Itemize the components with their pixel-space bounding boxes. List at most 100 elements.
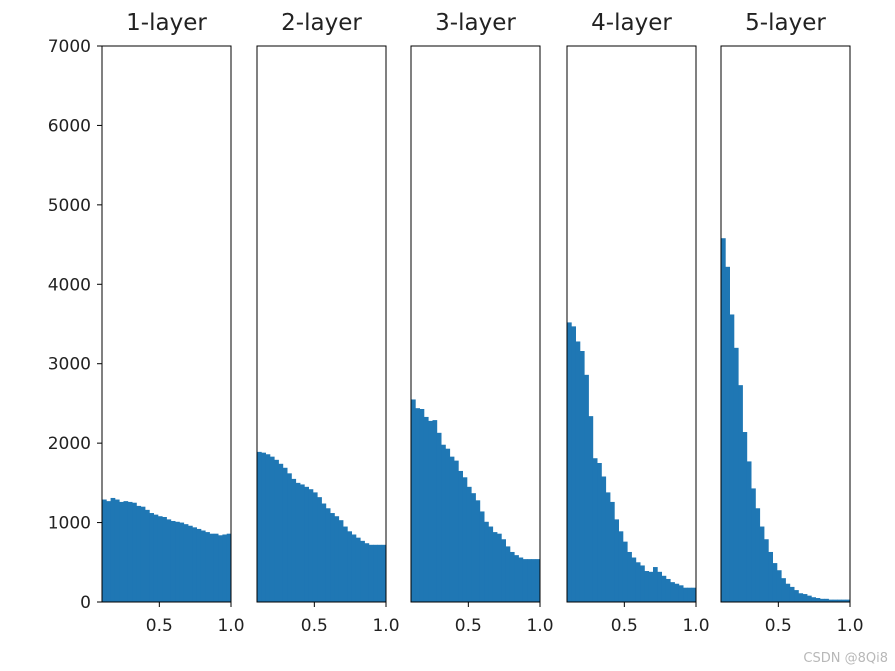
histogram-bar — [522, 559, 528, 602]
histogram-bar — [287, 473, 292, 602]
histogram-bar — [192, 527, 197, 602]
histogram-bar — [764, 539, 769, 602]
histogram-bar — [145, 509, 150, 602]
histogram-bar — [218, 535, 223, 602]
histogram-bar — [618, 531, 624, 602]
x-tick-label: 1.0 — [217, 616, 244, 636]
histogram-bar — [304, 486, 309, 602]
histogram-bar — [119, 501, 124, 602]
histogram-bar — [183, 524, 189, 602]
histogram-bar — [815, 598, 821, 602]
histogram-bar — [497, 533, 502, 602]
histogram-bar — [114, 499, 120, 602]
histogram-bar — [149, 513, 154, 602]
axes-frame — [101, 45, 232, 603]
subplot-title: 3-layer — [435, 10, 516, 36]
subplot-panels: 1-layer 0.5 1.0 0 1000 2000 3000 4000 5000 6000 70… — [48, 10, 864, 636]
axes-frame — [256, 45, 387, 603]
histogram-bar — [317, 497, 322, 602]
histogram-bar — [166, 519, 172, 602]
histogram-bar — [132, 502, 137, 602]
x-tick-label: 1.0 — [372, 616, 399, 636]
axes-frame — [566, 45, 697, 603]
histogram-bar — [157, 516, 163, 602]
histogram-bar — [653, 567, 658, 602]
histogram-bar — [571, 326, 576, 602]
histogram-bar — [213, 533, 219, 602]
y-tick-label: 4000 — [48, 275, 91, 295]
histogram-bar — [819, 598, 825, 602]
histogram-bar — [644, 571, 650, 602]
y-tick-label: 5000 — [48, 196, 91, 216]
y-tick-label: 6000 — [48, 116, 91, 136]
histogram-bar — [527, 559, 532, 602]
histogram-bar — [312, 492, 318, 602]
histogram-bar — [631, 557, 637, 602]
histogram-bar — [674, 583, 680, 602]
histogram-bar — [360, 540, 365, 602]
histogram-bar — [196, 528, 202, 602]
histogram-bar — [807, 595, 812, 602]
histogram-bar — [605, 492, 611, 602]
histogram-bar — [772, 563, 778, 602]
histogram-bar — [614, 519, 619, 602]
histogram-bar — [466, 486, 472, 602]
histogram-bar — [746, 461, 752, 602]
histogram-bar — [691, 587, 697, 602]
histogram-bar — [436, 432, 442, 602]
histogram-bar — [351, 534, 357, 602]
histogram-bar — [828, 599, 834, 602]
histogram-bar — [729, 314, 735, 602]
histogram-bar — [518, 557, 524, 602]
histogram-bar — [738, 385, 743, 602]
x-tick-label: 0.5 — [146, 616, 173, 636]
histogram-bar — [733, 347, 739, 602]
histogram-bar — [454, 460, 459, 602]
histogram-bar — [415, 408, 420, 602]
histogram-bar — [295, 482, 301, 602]
histogram-bar — [794, 590, 799, 602]
histogram-bar — [338, 520, 344, 602]
histogram-bar — [687, 587, 693, 602]
histogram-bar — [265, 454, 271, 602]
x-tick-label: 0.5 — [455, 616, 482, 636]
histogram-bar — [291, 478, 297, 602]
histogram-bar — [505, 546, 511, 602]
histogram-bar — [102, 499, 107, 602]
histogram-bar — [411, 399, 416, 602]
histogram-bar — [535, 559, 541, 602]
histogram-bar — [640, 565, 645, 602]
histogram-bar — [610, 501, 615, 602]
histogram-bar — [368, 544, 374, 602]
histogram-bar — [678, 585, 684, 602]
histogram-bar — [588, 416, 594, 602]
histogram-bar — [579, 351, 585, 602]
histogram-bar — [330, 513, 335, 602]
histogram-bar — [343, 526, 348, 602]
histogram-bar — [575, 341, 581, 602]
histogram-bar — [222, 534, 228, 602]
histogram-bar — [419, 408, 425, 602]
histogram-bar — [721, 238, 726, 602]
subplot-1: 1-layer 0.5 1.0 0 1000 2000 3000 4000 5000 6000 70… — [48, 10, 245, 636]
histogram-bar — [200, 530, 206, 602]
histogram-bar — [584, 374, 589, 602]
histogram-bar — [789, 586, 795, 602]
histogram-bar — [364, 543, 370, 602]
histogram-bar — [648, 571, 654, 602]
histogram-bar — [179, 522, 185, 602]
subplot-5: 5-layer 0.5 1.0 — [720, 10, 864, 636]
histogram-bar — [802, 594, 808, 602]
histogram-bar — [257, 451, 262, 602]
histogram-bar — [153, 514, 159, 602]
histogram-bar — [837, 599, 842, 602]
histogram-bar — [484, 521, 489, 602]
histogram-bar — [278, 463, 284, 602]
histogram-bar — [665, 578, 671, 602]
histogram-bar — [832, 599, 838, 602]
histogram-bar — [458, 470, 463, 602]
histogram-bar — [175, 521, 180, 602]
y-tick-label: 0 — [80, 593, 91, 613]
histogram-bar — [492, 532, 498, 602]
